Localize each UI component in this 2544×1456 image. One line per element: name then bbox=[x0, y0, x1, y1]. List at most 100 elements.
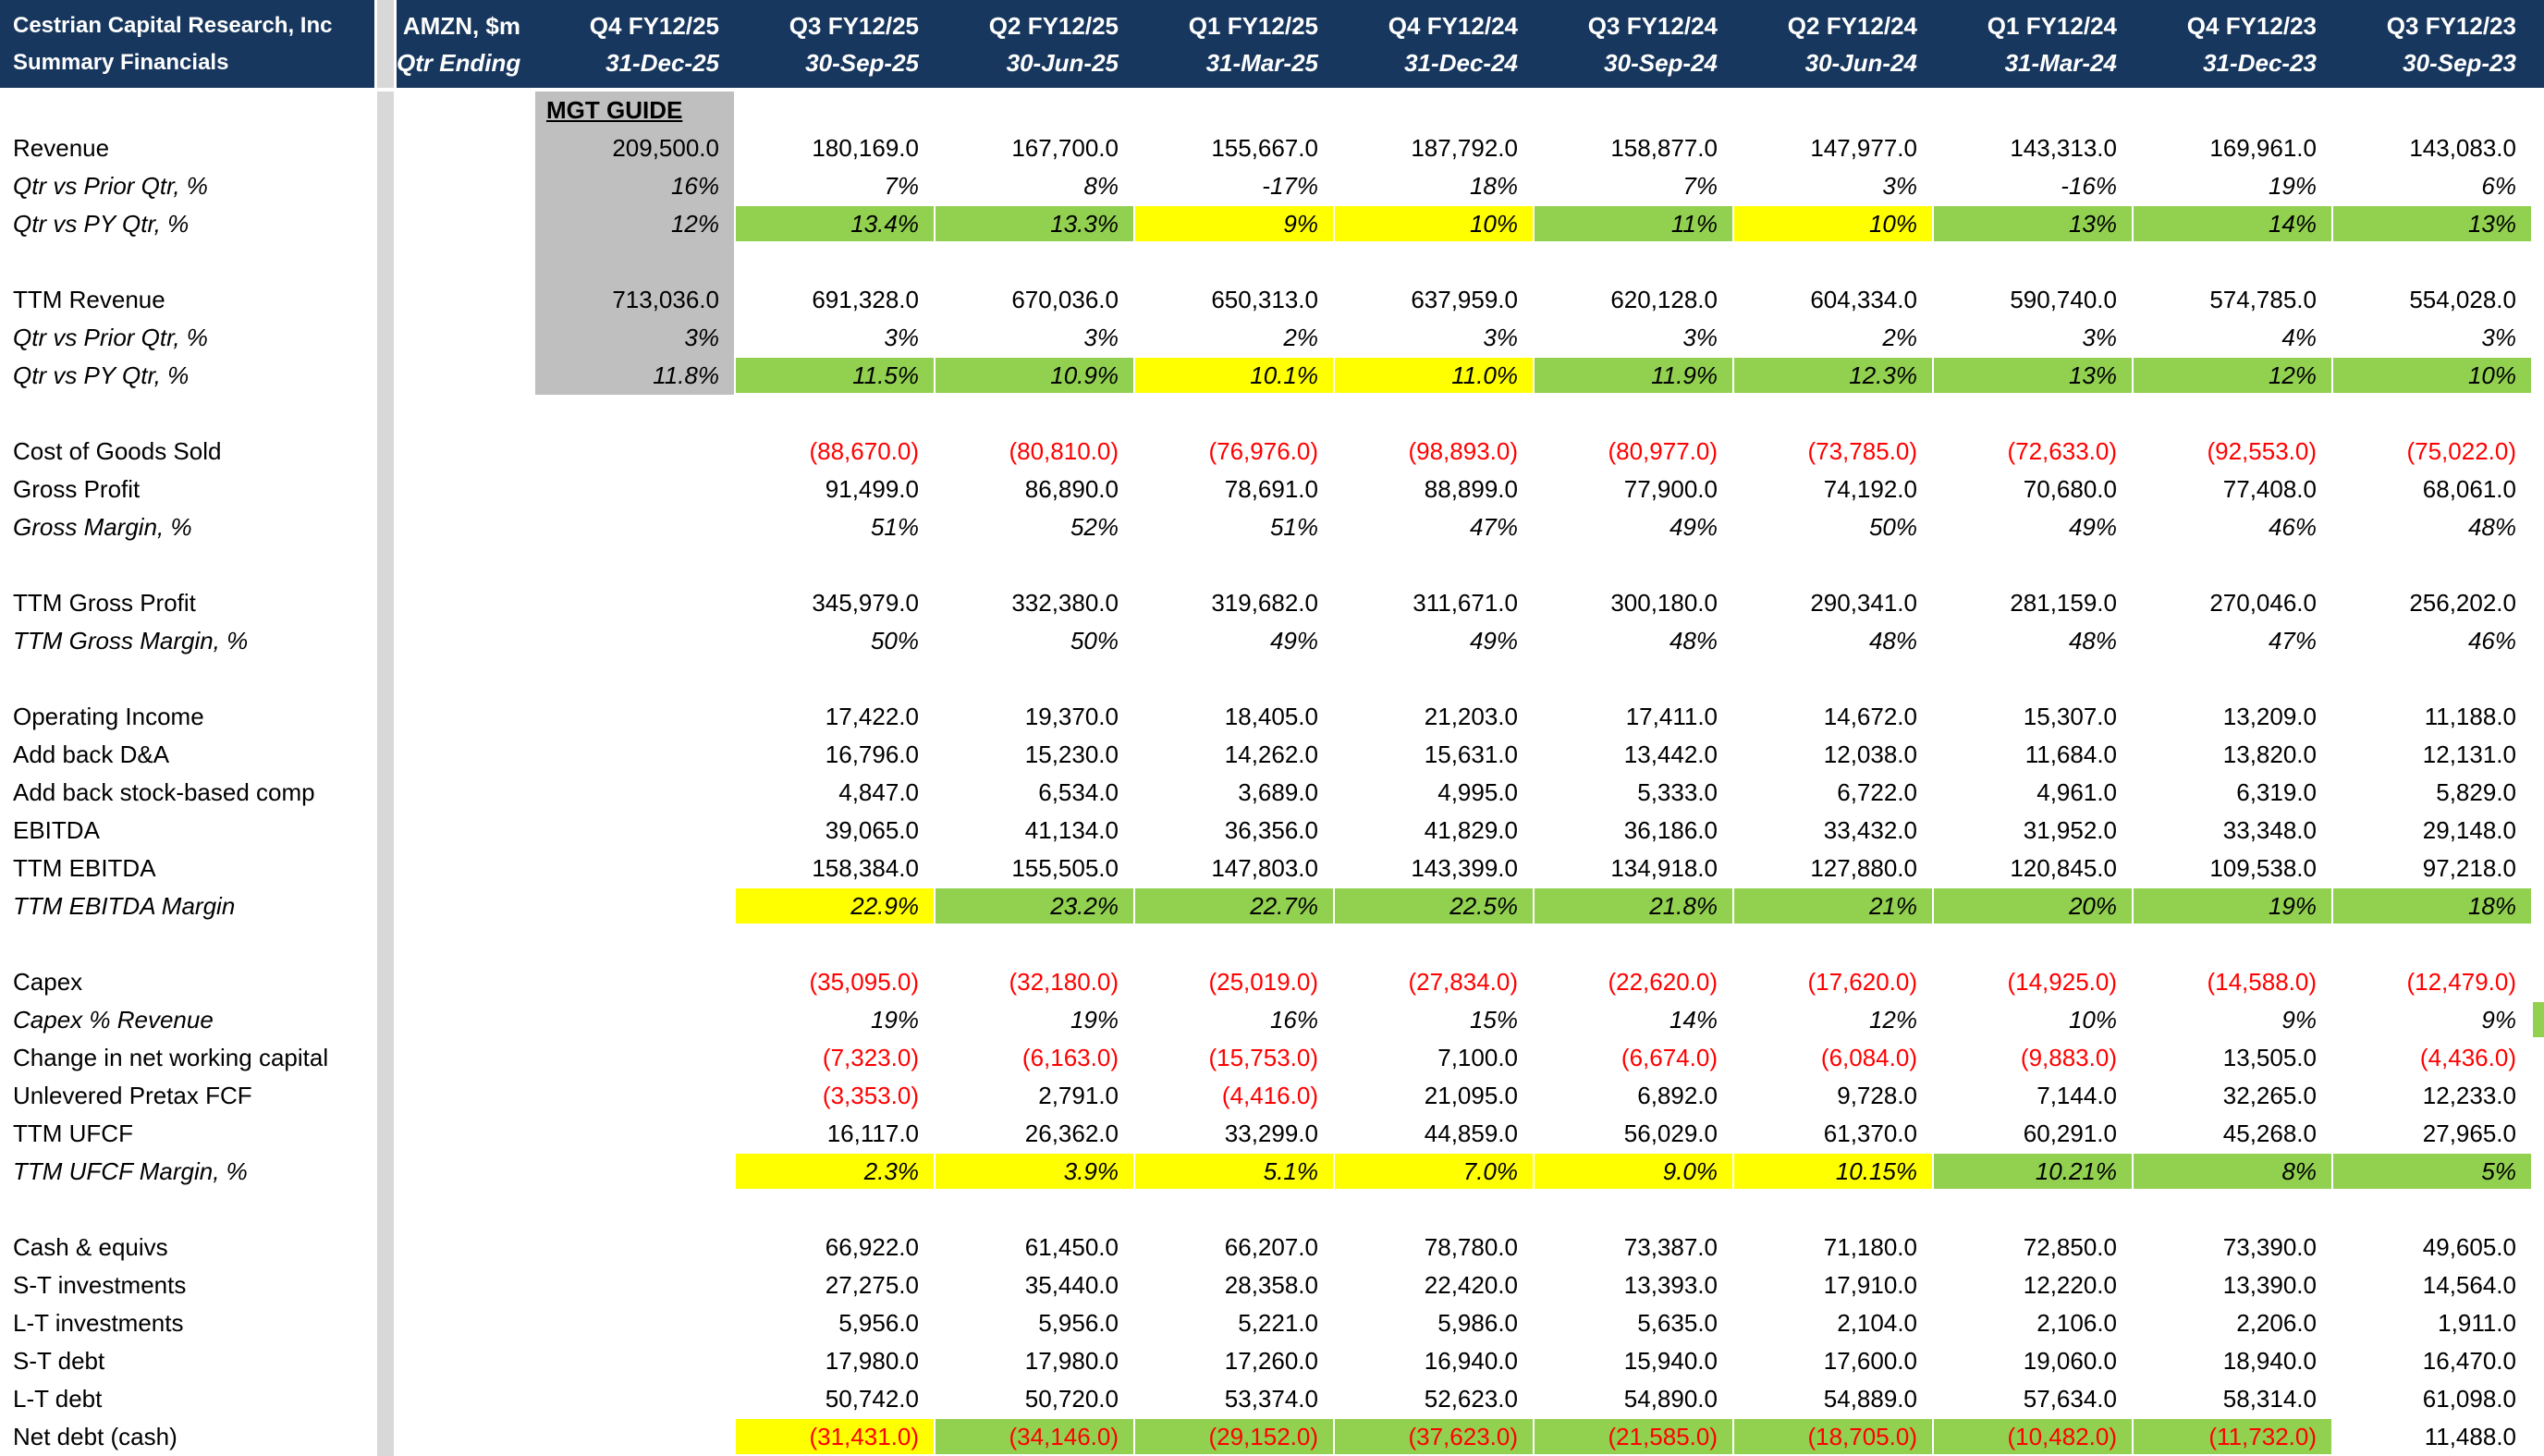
cell[interactable]: 17,980.0 bbox=[1024, 1347, 1119, 1375]
cell[interactable] bbox=[1333, 243, 1533, 281]
cell[interactable]: 155,667.0 bbox=[1211, 134, 1318, 162]
cell[interactable]: 8% bbox=[2132, 1153, 2331, 1191]
cell[interactable]: 620,128.0 bbox=[1610, 286, 1718, 313]
cell[interactable]: (92,553.0) bbox=[2207, 437, 2317, 465]
cell[interactable]: (76,976.0) bbox=[1208, 437, 1318, 465]
cell[interactable]: 36,356.0 bbox=[1224, 816, 1318, 844]
cell[interactable]: 50,720.0 bbox=[1024, 1385, 1119, 1413]
guide-cell[interactable]: 713,036.0 bbox=[535, 281, 734, 319]
cell[interactable]: (10,482.0) bbox=[1932, 1418, 2132, 1456]
cell[interactable]: 44,859.0 bbox=[1424, 1120, 1518, 1147]
row-label[interactable]: Qtr vs PY Qtr, % bbox=[13, 361, 190, 389]
cell[interactable]: 13.3% bbox=[934, 205, 1133, 243]
cell[interactable] bbox=[2331, 90, 2531, 129]
row-label[interactable] bbox=[0, 395, 374, 433]
cell[interactable]: 27,275.0 bbox=[825, 1271, 919, 1299]
cell[interactable] bbox=[397, 1380, 535, 1418]
cell[interactable] bbox=[397, 1039, 535, 1077]
cell[interactable]: 56,029.0 bbox=[1623, 1120, 1718, 1147]
cell[interactable]: 50% bbox=[1070, 627, 1119, 655]
cell[interactable] bbox=[397, 129, 535, 167]
cell[interactable]: 290,341.0 bbox=[1810, 589, 1917, 617]
header-quarter-cell[interactable]: Q2 FY12/24 30-Jun-24 bbox=[1732, 0, 1932, 92]
cell[interactable]: 6,722.0 bbox=[1837, 778, 1917, 806]
cell[interactable]: (27,834.0) bbox=[1408, 968, 1518, 996]
row-label[interactable]: Operating Income bbox=[13, 703, 204, 730]
guide-cell[interactable]: 3% bbox=[535, 319, 734, 357]
cell[interactable]: 21,095.0 bbox=[1424, 1082, 1518, 1109]
cell[interactable]: 49% bbox=[1469, 627, 1518, 655]
cell[interactable]: 3% bbox=[884, 324, 919, 351]
cell[interactable]: 48% bbox=[2467, 513, 2516, 541]
cell[interactable]: 8% bbox=[1083, 172, 1119, 200]
cell[interactable]: 143,399.0 bbox=[1411, 854, 1518, 882]
spacer-cell[interactable] bbox=[374, 205, 397, 243]
cell[interactable]: 19% bbox=[2268, 172, 2317, 200]
guide-cell[interactable] bbox=[535, 622, 734, 660]
row-label[interactable]: TTM UFCF bbox=[13, 1120, 133, 1147]
cell[interactable]: 16,940.0 bbox=[1424, 1347, 1518, 1375]
cell[interactable]: 554,028.0 bbox=[2409, 286, 2516, 313]
cell[interactable]: 54,889.0 bbox=[1823, 1385, 1917, 1413]
cell[interactable]: (6,163.0) bbox=[1021, 1044, 1119, 1071]
cell[interactable]: 134,918.0 bbox=[1610, 854, 1718, 882]
cell[interactable]: 27,965.0 bbox=[2422, 1120, 2516, 1147]
cell[interactable]: 23.2% bbox=[934, 887, 1133, 925]
cell[interactable]: 57,634.0 bbox=[2023, 1385, 2117, 1413]
cell[interactable]: 12% bbox=[1868, 1006, 1917, 1034]
cell[interactable]: 3% bbox=[1483, 324, 1518, 351]
cell[interactable] bbox=[1932, 395, 2132, 433]
cell[interactable] bbox=[1133, 1191, 1333, 1229]
cell[interactable] bbox=[934, 395, 1133, 433]
cell[interactable] bbox=[1333, 395, 1533, 433]
spacer-cell[interactable] bbox=[374, 698, 397, 736]
cell[interactable]: 3% bbox=[1882, 172, 1917, 200]
cell[interactable]: 50% bbox=[870, 627, 919, 655]
cell[interactable]: 71,180.0 bbox=[1823, 1233, 1917, 1261]
cell[interactable]: 143,083.0 bbox=[2409, 134, 2516, 162]
cell[interactable]: 6,534.0 bbox=[1038, 778, 1119, 806]
cell[interactable]: 13% bbox=[1932, 357, 2132, 395]
row-label[interactable] bbox=[0, 925, 374, 963]
guide-cell[interactable] bbox=[535, 1077, 734, 1115]
cell[interactable] bbox=[397, 357, 535, 395]
guide-cell[interactable] bbox=[535, 812, 734, 850]
cell[interactable] bbox=[397, 281, 535, 319]
cell[interactable]: 10% bbox=[2068, 1006, 2117, 1034]
cell[interactable] bbox=[734, 925, 934, 963]
spacer-cell[interactable] bbox=[374, 243, 397, 281]
cell[interactable]: 61,450.0 bbox=[1024, 1233, 1119, 1261]
cell[interactable]: 52% bbox=[1070, 513, 1119, 541]
cell[interactable]: 311,671.0 bbox=[1413, 589, 1518, 617]
cell[interactable]: 73,390.0 bbox=[2222, 1233, 2317, 1261]
cell[interactable]: (4,416.0) bbox=[1221, 1082, 1318, 1109]
guide-cell[interactable] bbox=[535, 736, 734, 774]
spacer-cell[interactable] bbox=[374, 319, 397, 357]
cell[interactable]: 49% bbox=[2068, 513, 2117, 541]
cell[interactable]: 19% bbox=[1070, 1006, 1119, 1034]
cell[interactable]: 3% bbox=[1083, 324, 1119, 351]
cell[interactable] bbox=[2132, 243, 2331, 281]
cell[interactable]: 48% bbox=[1669, 627, 1718, 655]
cell[interactable]: 12,233.0 bbox=[2422, 1082, 2516, 1109]
spacer-cell[interactable] bbox=[374, 812, 397, 850]
spacer-cell[interactable] bbox=[374, 1266, 397, 1304]
cell[interactable] bbox=[1333, 925, 1533, 963]
spacer-cell[interactable] bbox=[374, 963, 397, 1001]
cell[interactable]: 36,186.0 bbox=[1623, 816, 1718, 844]
cell[interactable]: 19,370.0 bbox=[1024, 703, 1119, 730]
cell[interactable]: 3% bbox=[2481, 324, 2516, 351]
cell[interactable]: 17,422.0 bbox=[825, 703, 919, 730]
cell[interactable]: (22,620.0) bbox=[1608, 968, 1718, 996]
spacer-cell[interactable] bbox=[374, 546, 397, 584]
cell[interactable]: -17% bbox=[1262, 172, 1318, 200]
cell[interactable]: 60,291.0 bbox=[2023, 1120, 2117, 1147]
row-label[interactable]: Add back D&A bbox=[13, 740, 170, 768]
cell[interactable] bbox=[1133, 395, 1333, 433]
cell[interactable] bbox=[1732, 925, 1932, 963]
cell[interactable]: 14,564.0 bbox=[2422, 1271, 2516, 1299]
cell[interactable] bbox=[1133, 90, 1333, 129]
header-quarter-cell[interactable]: Q2 FY12/25 30-Jun-25 bbox=[934, 0, 1133, 92]
cell[interactable] bbox=[397, 963, 535, 1001]
cell[interactable] bbox=[934, 660, 1133, 698]
